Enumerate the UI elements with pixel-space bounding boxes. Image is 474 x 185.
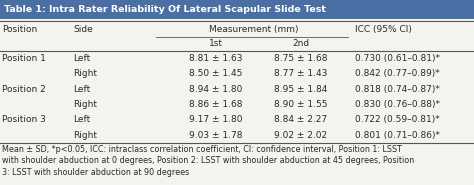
- Text: Table 1: Intra Rater Reliability Of Lateral Scapular Slide Test: Table 1: Intra Rater Reliability Of Late…: [4, 5, 326, 14]
- Text: Left: Left: [73, 54, 91, 63]
- Text: 8.77 ± 1.43: 8.77 ± 1.43: [274, 69, 328, 78]
- Text: Position: Position: [2, 25, 37, 34]
- Text: Right: Right: [73, 131, 98, 140]
- Text: 9.17 ± 1.80: 9.17 ± 1.80: [189, 115, 242, 125]
- Text: Left: Left: [73, 115, 91, 125]
- Text: Position 1: Position 1: [2, 54, 46, 63]
- Text: 2nd: 2nd: [292, 39, 310, 48]
- Text: 9.02 ± 2.02: 9.02 ± 2.02: [274, 131, 328, 140]
- Text: Side: Side: [73, 25, 93, 34]
- Text: 0.830 (0.76–0.88)*: 0.830 (0.76–0.88)*: [355, 100, 439, 109]
- Text: Right: Right: [73, 100, 98, 109]
- Text: 0.842 (0.77–0.89)*: 0.842 (0.77–0.89)*: [355, 69, 439, 78]
- Text: 0.801 (0.71–0.86)*: 0.801 (0.71–0.86)*: [355, 131, 439, 140]
- Text: Position 3: Position 3: [2, 115, 46, 125]
- Text: 1st: 1st: [209, 39, 223, 48]
- Text: Right: Right: [73, 69, 98, 78]
- Text: 8.75 ± 1.68: 8.75 ± 1.68: [274, 54, 328, 63]
- Text: 8.50 ± 1.45: 8.50 ± 1.45: [189, 69, 242, 78]
- Text: ICC (95% CI): ICC (95% CI): [355, 25, 411, 34]
- Text: 0.818 (0.74–0.87)*: 0.818 (0.74–0.87)*: [355, 85, 439, 94]
- Text: 0.722 (0.59–0.81)*: 0.722 (0.59–0.81)*: [355, 115, 439, 125]
- Text: 8.94 ± 1.80: 8.94 ± 1.80: [189, 85, 242, 94]
- FancyBboxPatch shape: [0, 0, 474, 19]
- Text: Mean ± SD, *p<0.05, ICC: intraclass correlation coefficient, CI: confidence inte: Mean ± SD, *p<0.05, ICC: intraclass corr…: [2, 145, 415, 177]
- Text: Left: Left: [73, 85, 91, 94]
- Text: Measurement (mm): Measurement (mm): [209, 25, 298, 34]
- Text: 9.03 ± 1.78: 9.03 ± 1.78: [189, 131, 242, 140]
- Text: 8.84 ± 2.27: 8.84 ± 2.27: [274, 115, 328, 125]
- Text: Position 2: Position 2: [2, 85, 46, 94]
- Text: 0.730 (0.61–0.81)*: 0.730 (0.61–0.81)*: [355, 54, 439, 63]
- Text: 8.81 ± 1.63: 8.81 ± 1.63: [189, 54, 242, 63]
- Text: 8.95 ± 1.84: 8.95 ± 1.84: [274, 85, 328, 94]
- Text: 8.90 ± 1.55: 8.90 ± 1.55: [274, 100, 328, 109]
- Text: 8.86 ± 1.68: 8.86 ± 1.68: [189, 100, 242, 109]
